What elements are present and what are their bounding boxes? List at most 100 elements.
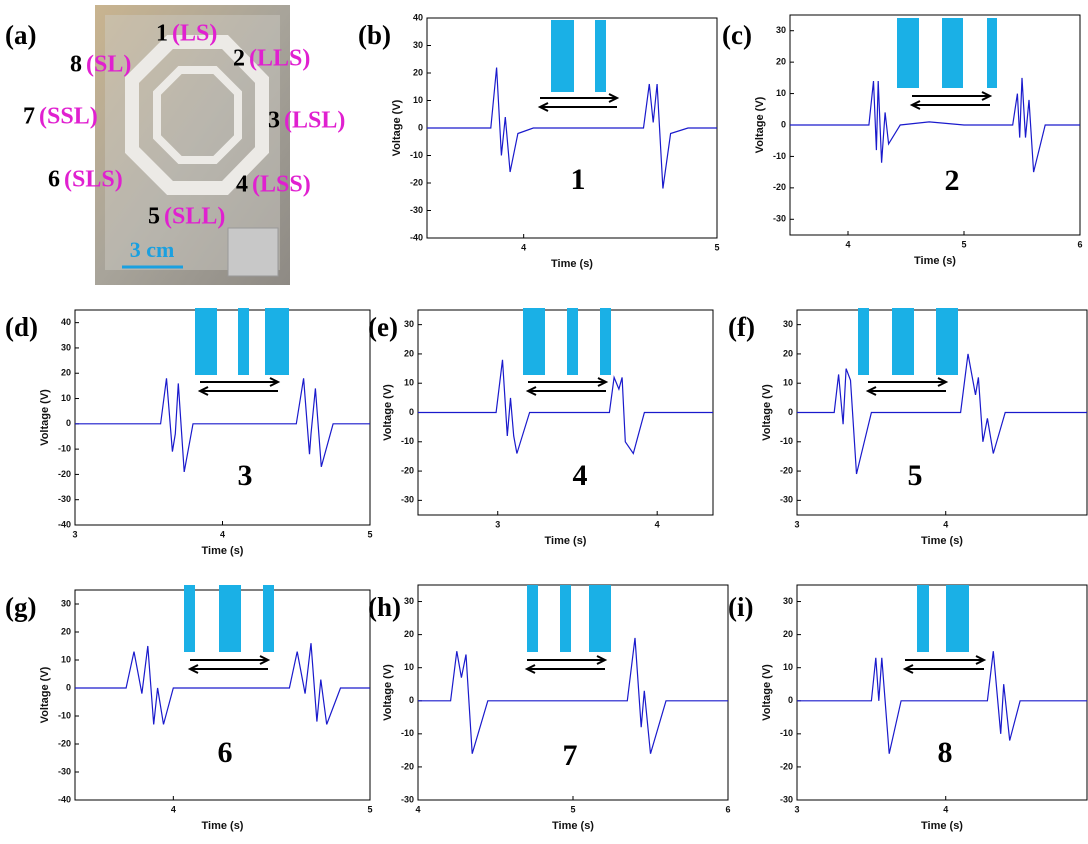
y-tick-label: 0	[66, 418, 71, 428]
y-tick-label: 30	[61, 598, 71, 608]
y-tick-label: 40	[61, 317, 71, 327]
y-tick-label: 20	[404, 629, 414, 639]
label-number: 6	[48, 167, 60, 193]
y-tick-label: 0	[409, 407, 414, 417]
y-tick-label: 0	[788, 695, 793, 705]
inset-bar	[987, 18, 997, 88]
annotation: 8	[938, 736, 953, 769]
y-tick-label: -30	[780, 495, 793, 505]
inset-bar	[551, 20, 574, 92]
arrow-head	[597, 377, 609, 387]
octagon-outer	[125, 35, 269, 195]
x-tick-label: 3	[794, 804, 799, 814]
y-tick-label: 30	[404, 319, 414, 329]
panel-label: (f)	[728, 312, 755, 342]
y-tick-label: 30	[783, 319, 793, 329]
y-tick-label: 30	[783, 596, 793, 606]
inset-bar	[917, 585, 929, 652]
y-tick-label: -10	[58, 443, 71, 453]
y-tick-label: -30	[58, 494, 71, 504]
x-tick-label: 3	[72, 529, 77, 539]
y-axis-label: Voltage (V)	[761, 664, 773, 721]
y-tick-label: 20	[61, 368, 71, 378]
label-number: 2	[233, 46, 245, 72]
x-tick-label: 6	[1077, 239, 1082, 249]
arrow-head	[596, 655, 608, 665]
label-number: 8	[70, 52, 82, 78]
y-tick-label: -20	[58, 469, 71, 479]
arrow-head	[259, 655, 271, 665]
inset-bar	[560, 585, 571, 652]
y-tick-label: -40	[410, 232, 423, 242]
y-tick-label: -30	[773, 214, 786, 224]
y-tick-label: 30	[404, 596, 414, 606]
x-tick-label: 4	[171, 804, 176, 814]
waveform	[797, 353, 1087, 475]
y-tick-label: 10	[783, 662, 793, 672]
y-tick-label: -10	[401, 728, 414, 738]
y-tick-label: 10	[61, 393, 71, 403]
inset-bar	[595, 20, 606, 92]
waveform	[418, 637, 728, 754]
arrow-head	[865, 386, 877, 396]
y-tick-label: -40	[58, 519, 71, 529]
waveform	[797, 651, 1087, 754]
inset-bar	[238, 308, 249, 375]
inset-bar	[892, 308, 914, 375]
y-tick-label: -30	[780, 794, 793, 804]
arrow-head	[909, 100, 921, 110]
arrow-head	[975, 655, 987, 665]
y-tick-label: -10	[780, 436, 793, 446]
x-tick-label: 4	[655, 519, 660, 529]
x-axis-label: Time (s)	[914, 255, 956, 267]
y-tick-label: 20	[61, 626, 71, 636]
inset-bar	[219, 585, 241, 652]
y-tick-label: 30	[776, 25, 786, 35]
waveform	[790, 77, 1080, 173]
arrow-head	[981, 91, 993, 101]
y-tick-label: -10	[401, 436, 414, 446]
y-tick-label: 10	[783, 378, 793, 388]
y-tick-label: 0	[409, 695, 414, 705]
x-axis-label: Time (s)	[545, 535, 587, 547]
plot-frame	[74, 309, 371, 526]
label-number: 3	[268, 108, 280, 134]
x-tick-label: 5	[714, 242, 719, 252]
y-tick-label: 20	[776, 57, 786, 67]
arrow-head	[537, 102, 549, 112]
inset-bar	[195, 308, 217, 375]
y-tick-label: -20	[780, 465, 793, 475]
y-tick-label: 0	[66, 682, 71, 692]
x-tick-label: 4	[845, 239, 850, 249]
x-tick-label: 6	[725, 804, 730, 814]
annotation: 7	[563, 739, 578, 772]
annotation: 4	[573, 459, 588, 492]
panel-label: (i)	[728, 592, 753, 622]
label-code: (SSL)	[39, 104, 98, 130]
y-tick-label: -30	[58, 766, 71, 776]
y-tick-label: -30	[401, 794, 414, 804]
inset-bar	[263, 585, 274, 652]
x-tick-label: 5	[961, 239, 966, 249]
x-tick-label: 4	[943, 519, 948, 529]
panel-label: (c)	[722, 20, 752, 50]
panel-label: (h)	[368, 592, 401, 622]
y-tick-label: -40	[58, 794, 71, 804]
arrow-head	[524, 664, 536, 674]
y-tick-label: 30	[61, 342, 71, 352]
waveform	[418, 359, 713, 455]
y-tick-label: 10	[413, 95, 423, 105]
octagon-inner	[153, 66, 242, 164]
inset-bar	[946, 585, 969, 652]
label-code: (LS)	[172, 21, 217, 47]
y-tick-label: 20	[783, 348, 793, 358]
inset-bar	[936, 308, 958, 375]
x-tick-label: 5	[367, 804, 372, 814]
y-tick-label: 10	[404, 378, 414, 388]
y-tick-label: 20	[783, 629, 793, 639]
inset-bar	[265, 308, 289, 375]
y-axis-label: Voltage (V)	[761, 384, 773, 441]
panel-label: (b)	[358, 20, 391, 50]
x-tick-label: 5	[570, 804, 575, 814]
y-tick-label: -20	[401, 465, 414, 475]
